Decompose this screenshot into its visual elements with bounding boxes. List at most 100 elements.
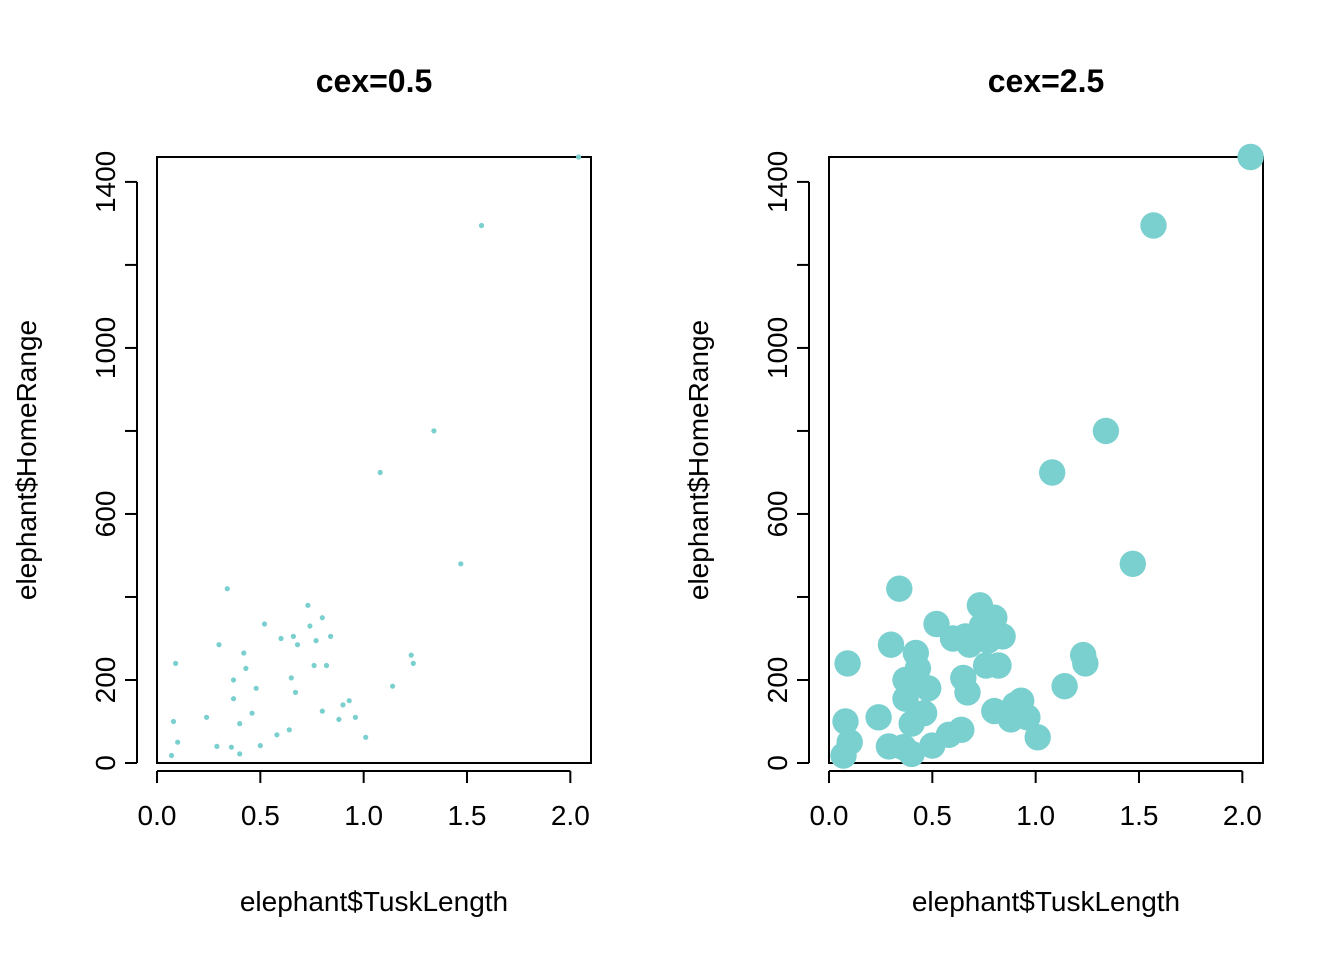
y-tick-label: 0 — [90, 755, 121, 771]
data-point — [294, 642, 301, 648]
x-axis: 0.0 0.5 1.0 1.5 2.0 — [138, 770, 590, 831]
data-point — [249, 710, 255, 716]
data-point — [261, 621, 268, 627]
data-point — [230, 696, 237, 702]
data-point — [336, 716, 342, 723]
y-axis-label: elephant$HomeRange — [683, 320, 714, 600]
data-point — [257, 743, 263, 749]
data-point — [311, 662, 317, 669]
data-point — [290, 633, 296, 640]
data-point — [241, 650, 247, 656]
y-tick-label: 1400 — [90, 151, 121, 213]
data-point — [363, 734, 369, 740]
data-point — [985, 652, 1012, 679]
data-point — [915, 675, 942, 702]
data-point — [319, 708, 325, 714]
data-point — [278, 635, 284, 642]
data-point — [1140, 212, 1167, 239]
data-point — [237, 721, 243, 727]
x-tick-label: 0.5 — [241, 800, 280, 831]
data-point — [274, 732, 280, 738]
data-point — [230, 677, 237, 683]
y-axis-label: elephant$HomeRange — [11, 320, 42, 600]
data-point — [390, 683, 396, 689]
x-tick-label: 2.0 — [551, 800, 590, 831]
x-tick-label: 2.0 — [1223, 800, 1262, 831]
data-point — [1092, 417, 1120, 445]
data-point — [892, 685, 919, 712]
data-point — [204, 714, 210, 720]
data-point — [576, 154, 582, 160]
data-point — [904, 655, 932, 682]
x-tick-label: 0.0 — [810, 800, 849, 831]
data-point — [346, 698, 352, 704]
data-point — [948, 716, 975, 743]
x-tick-label: 1.0 — [1016, 800, 1055, 831]
data-point — [243, 665, 249, 672]
data-point — [175, 739, 181, 745]
data-point — [377, 469, 383, 476]
x-tick-label: 1.0 — [344, 800, 383, 831]
scatter-panel-left: cex=0.5 0.0 0.5 1.0 1.5 2.0 020060010001400 … — [11, 63, 592, 917]
y-tick-label: 200 — [762, 657, 793, 704]
data-point — [173, 660, 179, 667]
data-point — [1072, 650, 1099, 677]
y-axis: 0 200 600 1000 1400 — [762, 151, 810, 771]
data-point — [288, 675, 294, 681]
y-tick-label: 200 — [90, 657, 121, 704]
data-point — [228, 744, 234, 750]
y-tick-label: 1000 — [762, 317, 793, 379]
data-point — [954, 679, 981, 706]
x-tick-label: 1.5 — [448, 800, 487, 831]
data-point — [224, 586, 230, 592]
y-tick-label: 1000 — [90, 317, 121, 379]
data-point — [319, 615, 325, 621]
data-point — [877, 631, 905, 658]
data-point — [170, 718, 177, 725]
y-tick-label: 600 — [762, 491, 793, 538]
data-point — [1237, 143, 1264, 171]
x-tick-label: 0.5 — [913, 800, 952, 831]
data-point — [328, 633, 334, 640]
data-points — [168, 154, 582, 759]
y-tick-label: 1400 — [762, 151, 793, 213]
data-point — [832, 708, 859, 735]
data-point — [886, 575, 913, 602]
chart-title: cex=2.5 — [988, 63, 1105, 99]
data-point — [214, 743, 220, 750]
data-point — [313, 638, 319, 644]
data-point — [910, 700, 938, 727]
data-point — [305, 602, 311, 608]
data-point — [834, 650, 861, 677]
data-point — [216, 642, 222, 648]
data-point — [323, 662, 330, 669]
x-tick-label: 0.0 — [138, 800, 177, 831]
x-axis: 0.0 0.5 1.0 1.5 2.0 — [810, 770, 1262, 831]
data-point — [340, 702, 346, 708]
data-point — [865, 704, 892, 731]
data-points — [830, 143, 1264, 769]
data-point — [898, 740, 925, 768]
data-point — [1014, 704, 1041, 731]
data-point — [253, 685, 259, 691]
data-point — [286, 727, 292, 733]
x-axis-label: elephant$TuskLength — [240, 886, 508, 917]
y-axis: 0 200 600 1000 1400 — [90, 151, 138, 771]
data-point — [1039, 459, 1066, 486]
scatter-panel-right: cex=2.5 0.0 0.5 1.0 1.5 2.0 020060010001400 … — [683, 63, 1264, 917]
x-axis-label: elephant$TuskLength — [912, 886, 1180, 917]
data-point — [1119, 550, 1147, 577]
data-point — [458, 561, 464, 567]
data-point — [989, 623, 1016, 650]
plot-frame — [156, 156, 592, 764]
data-point — [307, 623, 313, 629]
data-point — [1051, 673, 1078, 700]
y-tick-label: 0 — [762, 755, 793, 771]
y-tick-label: 600 — [90, 491, 121, 538]
data-point — [237, 751, 243, 757]
data-point — [410, 660, 416, 667]
data-point — [836, 729, 863, 756]
data-point — [478, 222, 485, 229]
plot-frame — [828, 156, 1264, 764]
